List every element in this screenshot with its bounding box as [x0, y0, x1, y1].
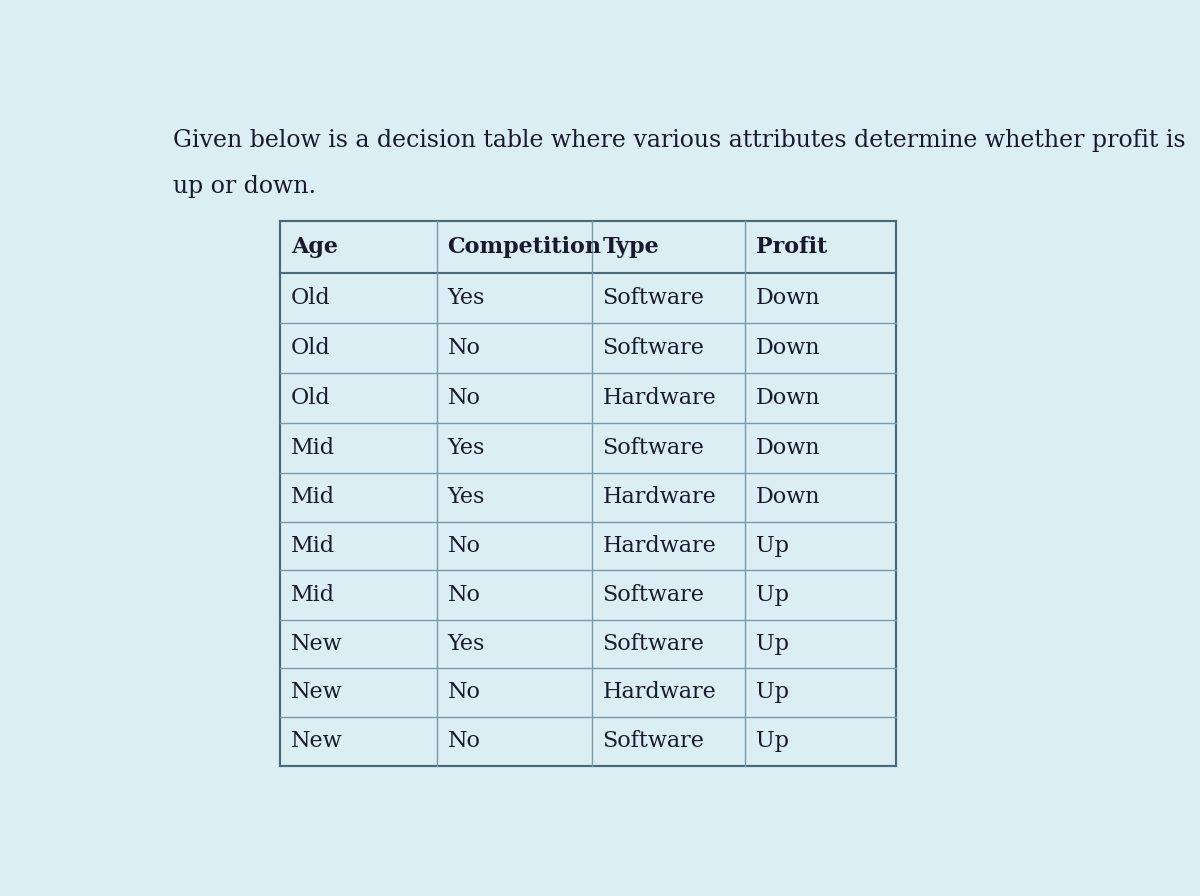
Text: Mid: Mid [292, 535, 335, 557]
Text: No: No [448, 681, 480, 703]
Text: No: No [448, 387, 480, 409]
Text: Down: Down [756, 287, 821, 309]
Text: No: No [448, 730, 480, 753]
Text: Software: Software [602, 437, 704, 459]
Text: No: No [448, 337, 480, 359]
Text: Yes: Yes [448, 437, 485, 459]
Text: Mid: Mid [292, 487, 335, 508]
Text: No: No [448, 584, 480, 606]
Text: Hardware: Hardware [602, 535, 716, 557]
Text: New: New [292, 633, 343, 655]
Text: Age: Age [292, 237, 338, 258]
Text: Old: Old [292, 387, 331, 409]
Text: Given below is a decision table where various attributes determine whether profi: Given below is a decision table where va… [173, 129, 1186, 152]
Text: No: No [448, 535, 480, 557]
Text: Old: Old [292, 337, 331, 359]
Text: Software: Software [602, 584, 704, 606]
Text: Yes: Yes [448, 287, 485, 309]
Text: Up: Up [756, 730, 790, 753]
Text: Software: Software [602, 337, 704, 359]
Text: up or down.: up or down. [173, 176, 317, 198]
Text: Up: Up [756, 633, 790, 655]
Text: Mid: Mid [292, 584, 335, 606]
Text: Competition: Competition [448, 237, 601, 258]
Text: Yes: Yes [448, 633, 485, 655]
Text: Yes: Yes [448, 487, 485, 508]
Text: Hardware: Hardware [602, 487, 716, 508]
Text: Down: Down [756, 487, 821, 508]
Text: Down: Down [756, 387, 821, 409]
Text: Down: Down [756, 337, 821, 359]
Text: New: New [292, 730, 343, 753]
Text: Software: Software [602, 287, 704, 309]
Text: Profit: Profit [756, 237, 827, 258]
Text: Type: Type [602, 237, 659, 258]
Text: Hardware: Hardware [602, 387, 716, 409]
Text: Up: Up [756, 584, 790, 606]
Text: Up: Up [756, 681, 790, 703]
Text: Software: Software [602, 730, 704, 753]
Text: Up: Up [756, 535, 790, 557]
Text: Hardware: Hardware [602, 681, 716, 703]
Text: Old: Old [292, 287, 331, 309]
Text: Software: Software [602, 633, 704, 655]
Text: Mid: Mid [292, 437, 335, 459]
Text: New: New [292, 681, 343, 703]
Text: Down: Down [756, 437, 821, 459]
